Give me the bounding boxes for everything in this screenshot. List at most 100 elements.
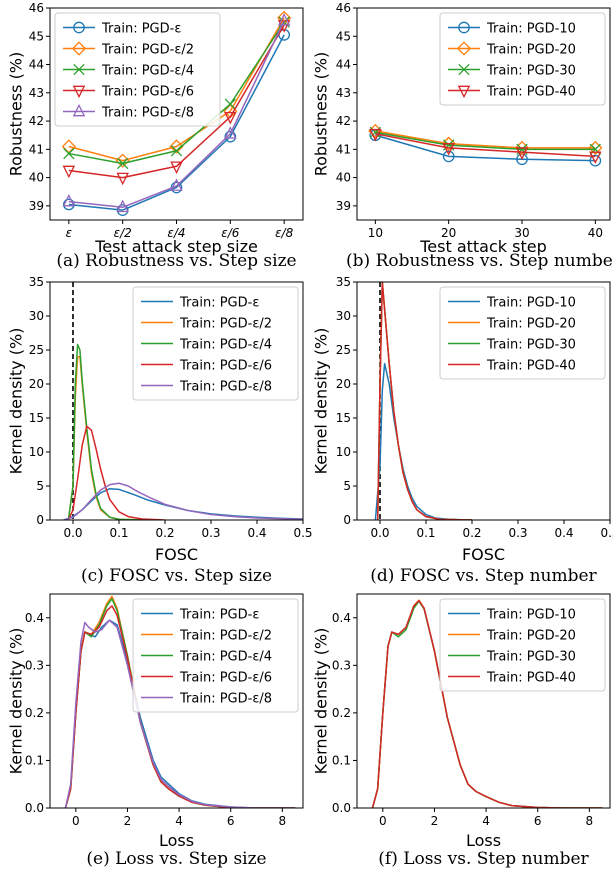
legend-d: Train: PGD-10 Train: PGD-20 Train: PGD-30 T… — [439, 286, 606, 380]
y-tick-label: 44 — [29, 58, 44, 72]
data-point-2 — [369, 126, 381, 139]
legend-marker-2 — [458, 63, 470, 76]
x-axis-label: Test attack step size — [94, 237, 258, 256]
y-tick-label: 43 — [29, 86, 44, 100]
legend-a: Train: PGD-ε Train: PGD-ε/2 Train: PGD-ε/4… — [54, 12, 221, 127]
y-tick-label: 40 — [29, 171, 44, 185]
legend-label: Train: PGD-ε — [179, 296, 259, 311]
series-line-1 — [67, 356, 143, 520]
data-point-2 — [63, 147, 75, 160]
data-point-4 — [170, 178, 183, 191]
panel-d: 0 5 10 15 20 25 30 35 0.0 0.1 0.2 0.3 0.4 0.5 FOSC Kern… — [312, 275, 613, 586]
y-tick-label: 0 — [36, 513, 44, 527]
y-tick-label: 30 — [336, 309, 351, 323]
y-tick-label: 43 — [336, 86, 351, 100]
y-tick-label: 46 — [336, 1, 351, 15]
legend-label: Train: PGD-ε/6 — [179, 359, 272, 374]
x-tick-label: 0.3 — [508, 526, 527, 540]
legend-label: Train: PGD-ε/4 — [179, 338, 272, 353]
legend-label: Train: PGD-ε/6 — [101, 85, 194, 100]
legend-label: Train: PGD-ε/4 — [101, 64, 194, 79]
x-tick-label: 0.4 — [554, 526, 573, 540]
series-line-3 — [68, 24, 285, 179]
subfigure-caption: (d) FOSC vs. Step number — [370, 566, 597, 586]
legend-label: Train: PGD-30 — [486, 64, 576, 79]
legend-label: Train: PGD-30 — [486, 338, 576, 353]
data-point-3 — [442, 143, 455, 156]
legend-label: Train: PGD-40 — [486, 85, 576, 100]
series-line-3 — [371, 599, 603, 808]
y-tick-label: 20 — [336, 377, 351, 391]
y-tick-label: 0.3 — [332, 658, 351, 672]
subfigure-caption: (f) Loss vs. Step number — [378, 849, 589, 869]
x-tick-label: 0.1 — [416, 526, 435, 540]
x-tick-label: 4 — [482, 814, 490, 828]
y-tick-label: 0.2 — [25, 706, 44, 720]
y-axis-label: Kernel density (%) — [7, 328, 26, 475]
data-point-3 — [369, 128, 382, 142]
legend-e: Train: PGD-ε Train: PGD-ε/2 Train: PGD-ε/4… — [132, 598, 299, 713]
data-point-1 — [61, 139, 76, 154]
y-tick-label: 5 — [36, 479, 44, 493]
subfigure-caption: (a) Robustness vs. Step size — [56, 251, 296, 271]
y-tick-label: 0.0 — [332, 801, 351, 815]
legend-marker-3 — [457, 85, 471, 99]
data-point-3 — [62, 165, 76, 179]
y-tick-label: 0.2 — [332, 706, 351, 720]
axes-frame — [49, 7, 304, 221]
data-point-1 — [277, 10, 292, 26]
y-tick-label: 10 — [29, 445, 44, 459]
x-axis-label: Loss — [466, 831, 501, 850]
legend-frame — [439, 286, 606, 380]
data-point-2 — [224, 98, 236, 110]
data-point-1 — [169, 139, 184, 154]
legend-frame — [439, 598, 606, 692]
y-tick-label: 0.0 — [25, 801, 44, 815]
series-line-0 — [68, 34, 285, 211]
panel-a: 39 40 41 42 43 44 45 46 ε ε/2 ε/4 ε/6 ε/8 Test attack… — [7, 1, 304, 271]
legend-f: Train: PGD-10 Train: PGD-20 Train: PGD-30 T… — [439, 598, 606, 692]
plot-area-b — [368, 123, 603, 167]
legend-label: Train: PGD-10 — [486, 22, 576, 37]
series-line-3 — [67, 425, 166, 520]
data-point-3 — [589, 151, 602, 165]
x-tick-label: 10 — [368, 226, 383, 240]
data-point-2 — [117, 157, 129, 170]
legend-label: Train: PGD-20 — [486, 629, 576, 644]
series-line-4 — [68, 20, 285, 209]
legend-marker-0 — [458, 21, 470, 34]
plot-area-e — [64, 595, 296, 808]
panel-c: 0 5 10 15 20 25 30 35 0.0 0.1 0.2 0.3 0.4 0.5 FOSC Kern… — [7, 275, 313, 586]
x-tick-label: 30 — [514, 226, 529, 240]
x-axis-label: FOSC — [462, 545, 505, 564]
legend-label: Train: PGD-20 — [486, 43, 576, 58]
data-point-3 — [224, 111, 237, 125]
y-tick-label: 25 — [336, 343, 351, 357]
x-tick-label: 0.4 — [247, 526, 266, 540]
legend-marker-2 — [73, 63, 85, 76]
y-axis-label: Robustness (%) — [312, 52, 331, 177]
legend-label: Train: PGD-ε/2 — [179, 317, 272, 332]
axes-frame — [49, 281, 304, 521]
legend-label: Train: PGD-ε/8 — [179, 692, 272, 707]
y-tick-label: 0.4 — [25, 611, 44, 625]
y-tick-label: 39 — [336, 199, 351, 213]
legend-label: Train: PGD-40 — [486, 671, 576, 686]
y-tick-label: 15 — [29, 411, 44, 425]
plot-area-c — [63, 282, 303, 520]
legend-label: Train: PGD-ε/8 — [179, 380, 272, 395]
legend-marker-1 — [456, 41, 472, 56]
x-tick-label: 0.5 — [600, 526, 613, 540]
x-tick-label: 0.2 — [462, 526, 481, 540]
data-point-3 — [170, 161, 183, 174]
y-tick-label: 5 — [343, 479, 351, 493]
panel-e: 0.0 0.1 0.2 0.3 0.4 0 2 4 6 8 Loss Kernel density (… — [7, 593, 304, 869]
legend-frame — [439, 12, 606, 106]
subfigure-caption: (b) Robustness vs. Step number — [346, 251, 613, 271]
y-tick-label: 20 — [29, 377, 44, 391]
y-tick-label: 41 — [336, 142, 351, 156]
axes-frame — [356, 281, 611, 521]
data-point-4 — [224, 126, 237, 139]
x-tick-label: 4 — [175, 814, 183, 828]
